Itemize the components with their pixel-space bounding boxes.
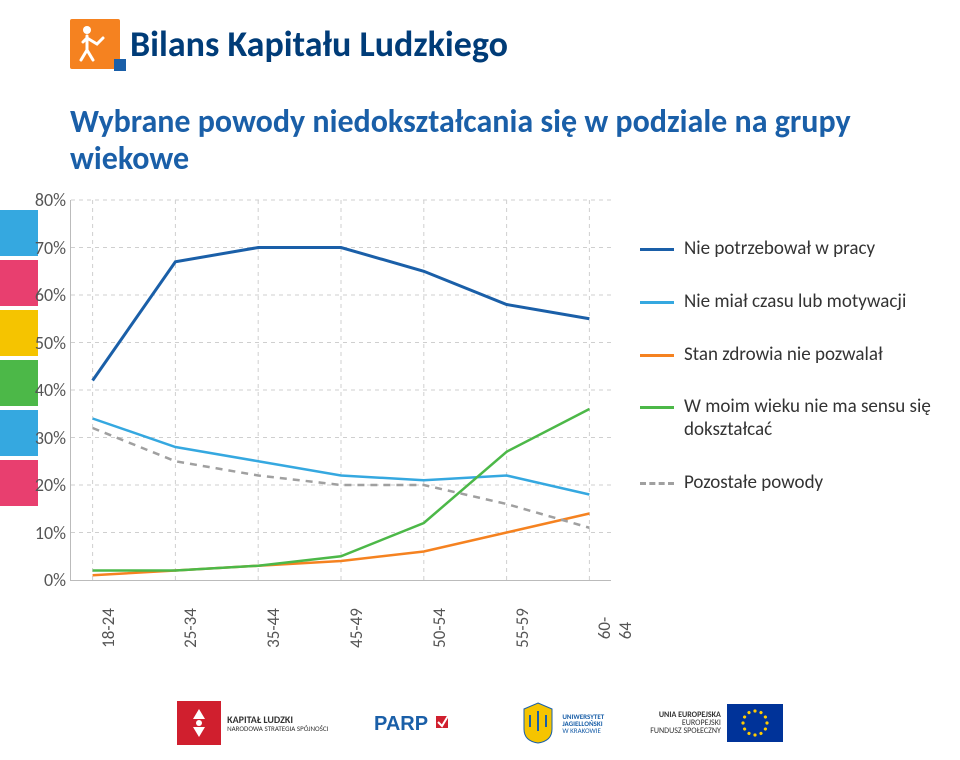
logo-parp: PARP	[374, 701, 474, 745]
logo-eu: UNIA EUROPEJSKAEUROPEJSKIFUNDUSZ SPOŁECZ…	[650, 701, 783, 745]
legend: Nie potrzebował w pracy Nie miał czasu lu…	[640, 238, 950, 525]
svg-text:PARP: PARP	[374, 713, 428, 735]
x-axis-labels: 18-2425-3435-4445-4950-5455-5960-64	[70, 620, 610, 676]
page-title: Bilans Kapitału Ludzkiego	[130, 22, 508, 66]
chart-title: Wybrane powody niedokształcania się w po…	[70, 104, 960, 178]
line-chart: 0%10%20%30%40%50%60%70%80% 18-2425-3435-…	[70, 200, 610, 620]
bkl-logo-icon	[70, 19, 120, 69]
legend-item: Nie miał czasu lub motywacji	[640, 291, 950, 314]
legend-item: Nie potrzebował w pracy	[640, 238, 950, 261]
footer-logos: KAPITAŁ LUDZKINARODOWA STRATEGIA SPÓJNOŚ…	[0, 686, 960, 760]
plot-area	[70, 200, 611, 581]
logo-uj: UNIWERSYTETJAGIELLOŃSKIW KRAKOWIE	[520, 701, 604, 745]
header: Bilans Kapitału Ludzkiego	[0, 0, 960, 80]
page: Bilans Kapitału Ludzkiego Wybrane powody…	[0, 0, 960, 760]
legend-item: Stan zdrowia nie pozwalał	[640, 344, 950, 367]
legend-item: W moim wieku nie ma sensu się dokształca…	[640, 396, 950, 442]
y-axis-labels: 0%10%20%30%40%50%60%70%80%	[22, 200, 66, 620]
logo-kapital-ludzki: KAPITAŁ LUDZKINARODOWA STRATEGIA SPÓJNOŚ…	[177, 701, 328, 745]
legend-item: Pozostałe powody	[640, 472, 950, 495]
